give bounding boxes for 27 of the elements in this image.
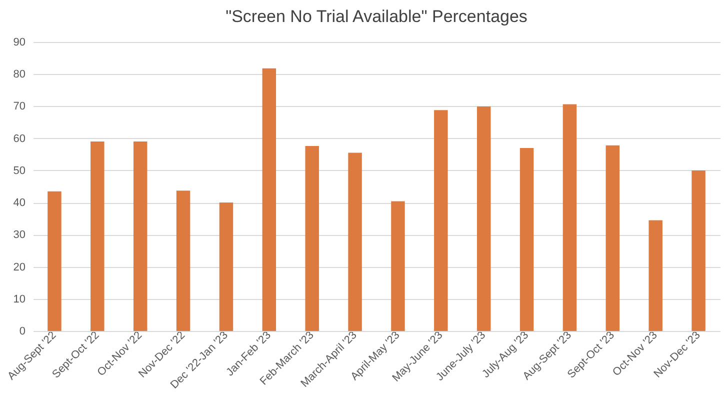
y-tick-label: 20 <box>13 261 26 274</box>
bar <box>606 145 620 331</box>
y-tick-label: 60 <box>13 132 26 145</box>
bar <box>219 202 234 331</box>
bar <box>520 148 534 331</box>
bar <box>176 190 190 331</box>
y-tick-label: 70 <box>13 100 26 113</box>
bar <box>648 220 662 331</box>
bar <box>90 142 104 331</box>
y-tick-label: 10 <box>13 293 26 306</box>
bar <box>348 152 362 331</box>
bar <box>476 106 491 331</box>
y-tick-label: 90 <box>13 36 26 48</box>
bar <box>562 104 577 331</box>
bar <box>262 68 276 331</box>
y-tick-label: 80 <box>13 68 26 81</box>
bar <box>434 110 448 331</box>
bar <box>305 146 319 331</box>
bar <box>692 170 706 331</box>
bar <box>48 191 62 331</box>
bar <box>133 142 148 331</box>
y-tick-label: 40 <box>13 197 26 210</box>
chart-title: "Screen No Trial Available" Percentages <box>226 7 528 26</box>
y-tick-label: 30 <box>13 229 26 242</box>
y-tick-label: 0 <box>19 326 26 338</box>
bar <box>391 201 405 331</box>
y-tick-label: 50 <box>13 164 26 177</box>
